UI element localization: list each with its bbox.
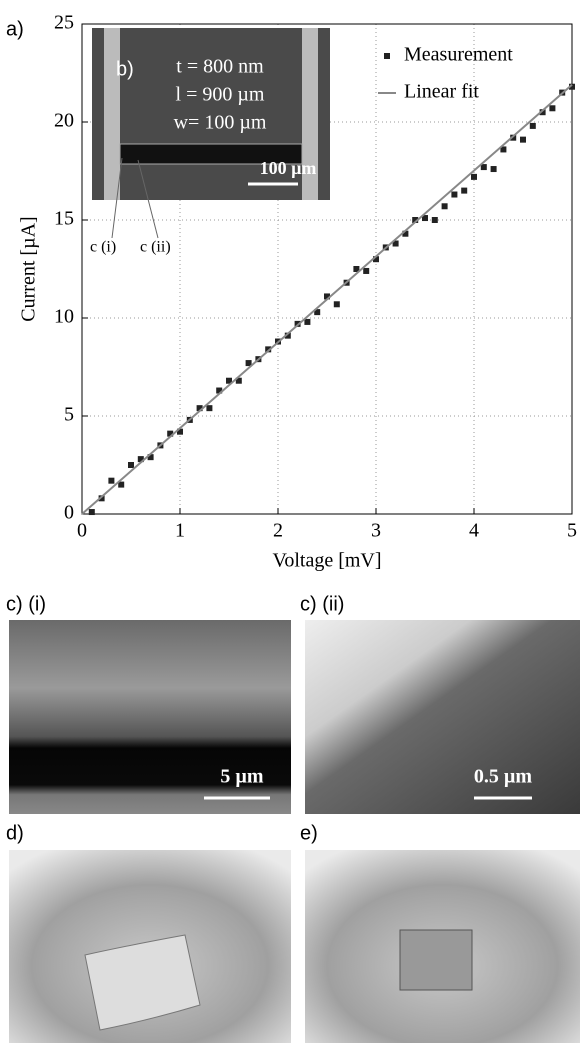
data-point [147, 454, 154, 461]
data-point [490, 166, 497, 173]
data-point [226, 377, 232, 384]
sem-image [305, 620, 580, 814]
panel-label: c) (i) [6, 593, 46, 615]
y-tick-label: 5 [64, 404, 74, 426]
inset: b) t = 800 nm l = 900 µm w= 100 µm 100 µ… [90, 28, 330, 256]
strip [119, 143, 303, 165]
panel-label: c) (ii) [300, 593, 344, 615]
data-point [529, 122, 536, 129]
data-point [500, 146, 507, 153]
callout-label: c (i) [90, 239, 116, 256]
inset-image [92, 28, 330, 200]
data-point [314, 309, 321, 316]
data-point [206, 405, 213, 412]
inset-text: w= 100 µm [174, 112, 267, 134]
legend-swatch [384, 53, 390, 59]
callout-label: c (ii) [140, 239, 171, 256]
data-point [569, 83, 575, 90]
x-tick-label: 2 [273, 520, 283, 542]
callout-line [137, 159, 159, 239]
data-point [412, 217, 419, 223]
data-point [520, 136, 526, 143]
data-point [304, 318, 311, 325]
data-point [461, 187, 468, 194]
x-axis-label: Voltage [mV] [272, 550, 381, 572]
panel-label: a) [6, 18, 24, 40]
data-point [284, 332, 291, 339]
x-tick-label: 5 [567, 520, 577, 542]
data-point [441, 203, 448, 210]
data-point [177, 428, 183, 435]
y-tick-label: 15 [54, 208, 74, 230]
data-point [245, 360, 252, 367]
legend-label: Linear fit [404, 81, 479, 103]
data-point [88, 509, 95, 516]
electrode [104, 28, 120, 200]
callout-line [111, 157, 123, 239]
inset-text: t = 800 nm [176, 56, 264, 78]
y-tick-label: 25 [54, 12, 74, 34]
device [399, 929, 473, 991]
data-point [324, 293, 330, 300]
legend-label: Measurement [404, 44, 513, 66]
inset-label: b) [116, 58, 134, 80]
y-tick-label: 10 [54, 306, 74, 328]
data-point [216, 387, 223, 394]
data-point [235, 377, 242, 384]
sem-image [9, 620, 291, 814]
data-point [333, 301, 340, 308]
data-point [353, 266, 360, 272]
data-point [128, 462, 134, 468]
data-point [373, 256, 379, 263]
data-point [471, 173, 477, 180]
x-tick-label: 4 [469, 520, 479, 542]
data-point [137, 456, 144, 463]
x-tick-label: 1 [175, 520, 185, 542]
data-point [451, 191, 458, 198]
x-tick-label: 3 [371, 520, 381, 542]
data-point [265, 346, 272, 353]
data-point [167, 430, 174, 437]
data-point [363, 267, 370, 274]
scale-label: 5 µm [220, 766, 264, 788]
scale-label: 0.5 µm [474, 766, 533, 788]
scale-label: 100 µm [260, 158, 317, 178]
data-point [422, 215, 428, 222]
panel-label: e) [300, 822, 318, 844]
data-point [402, 230, 409, 237]
data-point [196, 405, 203, 412]
y-tick-label: 20 [54, 110, 74, 132]
data-point [539, 109, 546, 116]
axes-frame [81, 23, 573, 515]
data-point [108, 477, 115, 484]
data-point [510, 134, 517, 141]
data-point [549, 105, 556, 112]
electrode [302, 28, 318, 200]
data-point [392, 240, 399, 247]
data-point [431, 217, 438, 223]
y-tick-label: 0 [64, 502, 74, 524]
panel-label: d) [6, 822, 24, 844]
inset-text: l = 900 µm [176, 84, 265, 106]
plot: 0 5 10 15 20 25 0 1 2 3 4 5 Voltage [mV] Current [µA]… [18, 12, 577, 572]
y-axis-label: Current [µA] [18, 216, 40, 321]
x-tick-label: 0 [77, 520, 87, 542]
device [84, 934, 201, 1031]
data-point [118, 481, 125, 488]
data-point [480, 164, 487, 171]
fit-line [81, 84, 573, 515]
data-point [98, 495, 105, 502]
